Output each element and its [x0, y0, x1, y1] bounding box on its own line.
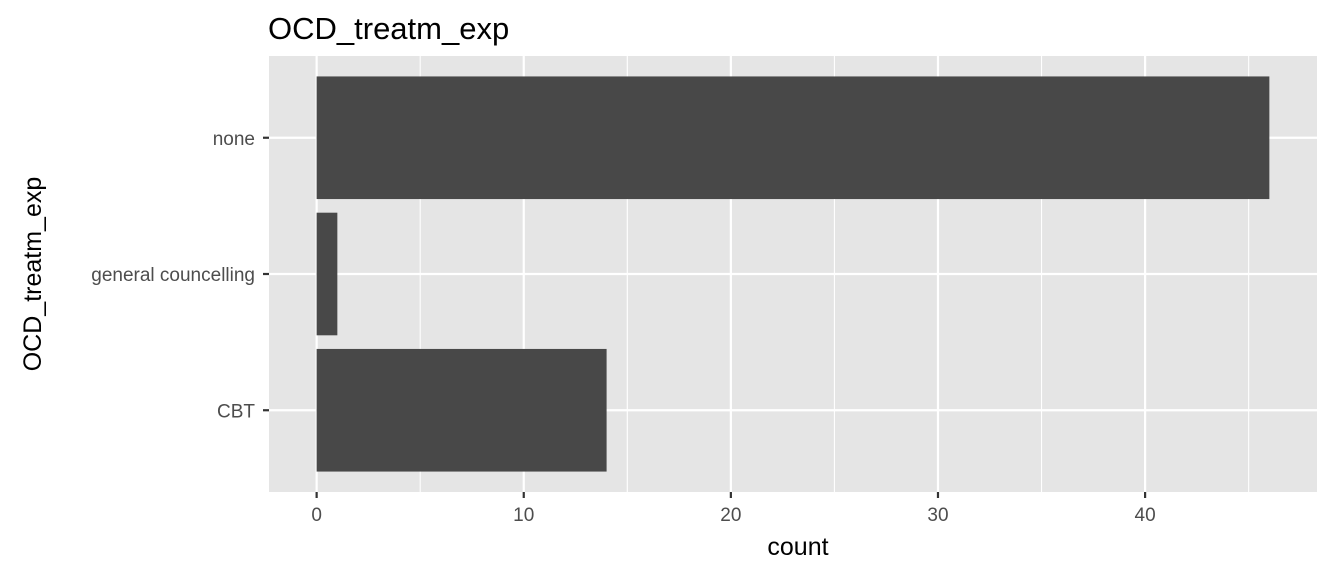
- bar-none: [316, 76, 1270, 200]
- y-axis-title: OCD_treatm_exp: [19, 177, 47, 372]
- bar-general-councelling: [316, 212, 338, 336]
- x-tick-label: 10: [513, 505, 534, 526]
- y-tick-label: general councelling: [91, 265, 255, 286]
- x-axis: 0 10 20 30 40: [311, 492, 1156, 526]
- x-axis-title: count: [767, 533, 828, 561]
- bars: [316, 76, 1270, 472]
- y-tick-label: none: [213, 129, 255, 150]
- chart-title: OCD_treatm_exp: [268, 11, 509, 46]
- y-tick-label: CBT: [217, 401, 255, 422]
- x-tick-label: 40: [1135, 505, 1156, 526]
- x-tick-label: 30: [927, 505, 948, 526]
- x-tick-label: 20: [720, 505, 741, 526]
- y-axis: none general councelling CBT: [91, 129, 269, 422]
- bar-CBT: [316, 348, 607, 472]
- x-tick-label: 0: [311, 505, 322, 526]
